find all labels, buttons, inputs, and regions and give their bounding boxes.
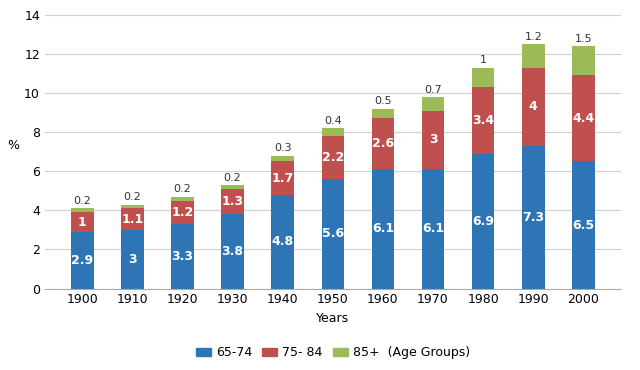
Bar [572, 161, 595, 289]
Bar [472, 87, 495, 154]
Y-axis label: %: % [7, 139, 19, 152]
Text: 1: 1 [78, 216, 86, 229]
X-axis label: Years: Years [316, 312, 349, 325]
Text: 6.5: 6.5 [572, 219, 595, 232]
Text: 0.2: 0.2 [173, 184, 191, 194]
Bar [171, 224, 194, 289]
Bar [372, 118, 394, 169]
Text: 3: 3 [429, 134, 437, 147]
Text: 3.8: 3.8 [221, 245, 244, 258]
Bar [271, 161, 294, 195]
Bar [221, 214, 244, 289]
Text: 1.1: 1.1 [121, 213, 143, 226]
Text: 1.2: 1.2 [172, 206, 193, 219]
Text: 0.5: 0.5 [374, 96, 392, 106]
Text: 2.9: 2.9 [71, 254, 93, 267]
Text: 0.7: 0.7 [424, 85, 442, 95]
Text: 0.2: 0.2 [74, 196, 91, 206]
Bar [321, 128, 344, 136]
Bar [372, 109, 394, 118]
Bar [321, 179, 344, 289]
Bar [271, 195, 294, 289]
Bar [221, 189, 244, 214]
Text: 3.4: 3.4 [472, 114, 494, 127]
Text: 1.2: 1.2 [524, 32, 542, 42]
Bar [422, 111, 444, 169]
Bar [522, 44, 545, 68]
Text: 3.3: 3.3 [172, 250, 193, 263]
Legend: 65-74, 75- 84, 85+  (Age Groups): 65-74, 75- 84, 85+ (Age Groups) [191, 342, 475, 364]
Text: 1: 1 [479, 55, 486, 65]
Text: 5.6: 5.6 [322, 227, 344, 241]
Bar [171, 201, 194, 224]
Text: 4: 4 [529, 100, 538, 113]
Bar [321, 136, 344, 179]
Text: 7.3: 7.3 [522, 211, 544, 224]
Text: 0.2: 0.2 [224, 172, 241, 183]
Bar [271, 156, 294, 161]
Text: 0.4: 0.4 [324, 116, 342, 126]
Bar [522, 68, 545, 146]
Bar [572, 46, 595, 75]
Text: 6.1: 6.1 [422, 222, 444, 235]
Text: 1.7: 1.7 [271, 172, 294, 185]
Bar [221, 185, 244, 189]
Bar [422, 97, 444, 111]
Text: 0.2: 0.2 [124, 192, 141, 202]
Bar [472, 154, 495, 289]
Bar [472, 68, 495, 87]
Bar [171, 197, 194, 201]
Bar [121, 205, 143, 208]
Bar [121, 208, 143, 230]
Bar [71, 208, 93, 212]
Text: 4.4: 4.4 [572, 112, 595, 125]
Bar [121, 230, 143, 289]
Text: 2.2: 2.2 [322, 151, 344, 164]
Bar [522, 146, 545, 289]
Text: 4.8: 4.8 [271, 235, 294, 248]
Bar [572, 75, 595, 161]
Bar [422, 169, 444, 289]
Text: 2.6: 2.6 [372, 137, 394, 150]
Text: 0.3: 0.3 [274, 143, 291, 153]
Text: 6.1: 6.1 [372, 222, 394, 235]
Text: 1.5: 1.5 [575, 34, 592, 44]
Text: 1.3: 1.3 [221, 195, 244, 208]
Bar [71, 232, 93, 289]
Text: 6.9: 6.9 [472, 215, 494, 228]
Text: 3: 3 [128, 253, 137, 266]
Bar [71, 212, 93, 232]
Bar [372, 169, 394, 289]
